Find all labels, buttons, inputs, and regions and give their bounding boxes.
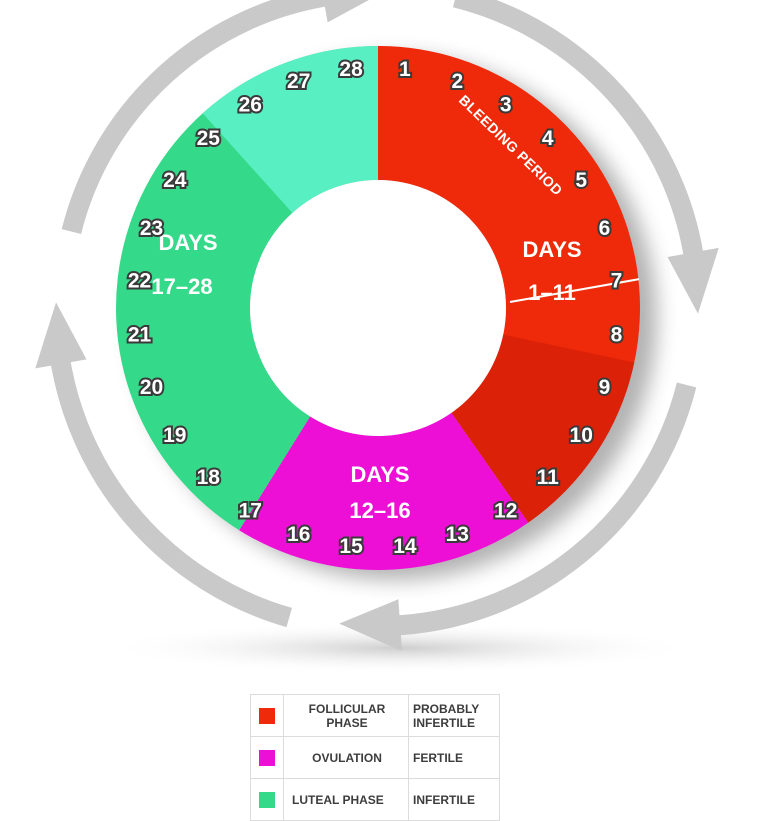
day-label: 18: [197, 466, 221, 489]
luteal-range-line1: DAYS: [158, 230, 217, 255]
arrow-head: [323, 0, 369, 23]
day-label: 16: [287, 523, 310, 546]
day-label: 14: [393, 535, 417, 558]
legend-status-line1: PROBABLY: [413, 701, 480, 716]
day-label: 28: [339, 58, 363, 81]
day-label: 9: [599, 376, 611, 399]
legend-row-luteal: LUTEAL PHASE INFERTILE: [250, 778, 500, 821]
day-label: 25: [197, 127, 221, 150]
arrow-head: [667, 247, 719, 314]
day-label: 5: [575, 169, 587, 192]
luteal-range-line2: 17–28: [151, 274, 212, 299]
day-label: 10: [570, 424, 593, 447]
ovulation-swatch: [259, 749, 275, 766]
follicular-swatch: [259, 707, 275, 724]
follicular-range-line2: 1–11: [528, 280, 576, 305]
legend-row-follicular: FOLLICULAR PHASE PROBABLY INFERTILE: [250, 694, 500, 737]
day-label: 4: [542, 127, 554, 150]
day-label: 13: [446, 523, 469, 546]
day-label: 15: [339, 535, 363, 558]
day-label: 23: [140, 217, 163, 240]
day-label: 7: [611, 270, 623, 293]
day-label: 1: [399, 58, 411, 81]
follicular-range-line1: DAYS: [522, 237, 581, 262]
arrow-head: [35, 302, 87, 369]
follicular-shade: [451, 334, 635, 523]
legend-row-ovulation: OVULATION FERTILE: [250, 736, 500, 779]
ovulation-range-line1: DAYS: [350, 462, 409, 487]
day-label: 21: [128, 323, 152, 346]
phase-segments: [116, 46, 641, 570]
luteal-highlight: [202, 46, 378, 213]
day-label: 22: [128, 270, 151, 293]
day-label: 12: [494, 500, 517, 523]
day-label: 17: [239, 500, 262, 523]
legend-name-line1: FOLLICULAR: [308, 701, 386, 716]
arrow-head: [339, 599, 402, 652]
day-label: 24: [163, 169, 187, 192]
segment-labels: DAYS 1–11 DAYS 12–16 DAYS 17–28: [151, 230, 581, 523]
center-hole: [250, 180, 506, 436]
legend-name-line1: LUTEAL PHASE: [292, 792, 384, 807]
cycle-arrows: [35, 0, 719, 652]
day-label: 27: [287, 70, 310, 93]
ovulation-segment: [239, 412, 529, 570]
day-label: 19: [163, 424, 186, 447]
day-label: 11: [537, 466, 560, 489]
arrow-arc: [49, 351, 293, 628]
legend-table: FOLLICULAR PHASE PROBABLY INFERTILE OVUL…: [250, 694, 500, 821]
legend-name-line1: OVULATION: [312, 750, 382, 765]
day-label: 8: [611, 323, 623, 346]
day-label: 26: [239, 93, 262, 116]
ovulation-range-line2: 12–16: [349, 498, 410, 523]
legend-status-line1: FERTILE: [413, 750, 463, 765]
day-labels: 1234567891011121314151617181920212223242…: [126, 56, 625, 560]
legend-status-line1: INFERTILE: [413, 792, 475, 807]
arrow-arc: [61, 0, 336, 234]
day-label: 3: [500, 93, 512, 116]
legend-status-line2: INFERTILE: [413, 715, 475, 730]
day-label: 6: [599, 217, 611, 240]
day-label: 2: [451, 70, 463, 93]
day-label: 20: [140, 376, 163, 399]
luteal-swatch: [259, 791, 275, 808]
arrow-arc: [388, 382, 697, 636]
legend-name-line2: PHASE: [326, 715, 368, 730]
arrow-arc: [452, 0, 705, 265]
cycle-wheel-diagram: DAYS 1–11 DAYS 12–16 DAYS 17–28 12345678…: [35, 0, 719, 674]
bleeding-divider-line: [509, 278, 640, 303]
